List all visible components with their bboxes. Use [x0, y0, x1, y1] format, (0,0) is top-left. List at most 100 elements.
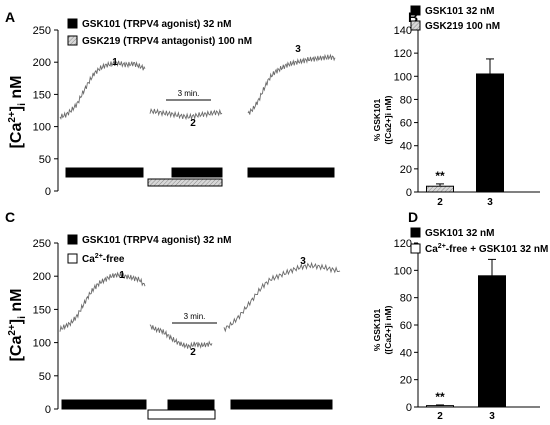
panel-a-ylabel-base: [Ca [8, 123, 25, 149]
panel-c-trace-1 [59, 271, 146, 332]
panel-c-letter: C [5, 209, 15, 225]
panel-d-ytick-label: 20 [400, 375, 412, 387]
panel-b-ytick-label: 20 [400, 164, 412, 176]
panel-a-trace-1 [59, 60, 146, 120]
panel-d-ytick-label: 120 [394, 238, 412, 250]
panel-a-legend-label: GSK101 (TRPV4 agonist) 32 nM [82, 19, 231, 30]
panel-c-trace-label-2: 2 [190, 347, 196, 358]
panel-c-scale-label: 3 min. [184, 312, 206, 321]
panel-b-ytick-label: 40 [400, 141, 412, 153]
panel-d-ytick-label: 100 [394, 265, 412, 277]
panel-c-ylabel-close: ] [8, 319, 25, 324]
panel-a-ytick-label: 150 [33, 89, 51, 101]
panel-b-bar-3 [476, 73, 504, 193]
panel-c-legend-label: GSK101 (TRPV4 agonist) 32 nM [82, 235, 231, 246]
panel-c-ytick-label: 50 [39, 371, 51, 383]
panel-c-trace-2 [149, 324, 213, 351]
panel-c-legend-swatch [67, 234, 78, 245]
panel-b-category-label: 2 [437, 197, 443, 208]
panel-a-ylabel-sub: i [17, 103, 28, 106]
panel-a-letter: A [5, 9, 15, 25]
panel-b-legend-swatch [410, 20, 421, 31]
panel-b-bar-2 [426, 185, 454, 193]
panel-d-ytick-label: 40 [400, 347, 412, 359]
panel-a-ylabel-unit: nM [8, 76, 25, 104]
panel-c-ytick-label: 0 [45, 404, 51, 416]
panel-a-trace-label-3: 3 [295, 44, 301, 55]
panel-b-ytick-label: 0 [406, 187, 412, 199]
panel-d-legend-swatch [410, 243, 421, 254]
panel-b-ylabel-2: ([Ca2+]i nM) [383, 95, 393, 144]
panel-a-trace-label-1: 1 [112, 57, 118, 68]
panel-c-trace-label-1: 1 [119, 270, 125, 281]
panel-b-ytick-label: 120 [394, 48, 412, 60]
panel-a-trace-3 [247, 53, 336, 115]
panel-c-ylabel: [Ca2+]i nM [7, 289, 28, 362]
panel-d-bar-3 [478, 275, 506, 408]
panel-c-legend-label-text: -free [103, 254, 125, 265]
panel-c-ytick-label: 100 [33, 338, 51, 350]
panel-a-treatment-bar [65, 167, 144, 178]
panel-a-legend-swatch [67, 18, 78, 29]
panel-c-ylabel-unit: nM [8, 289, 25, 317]
panel-a-ylabel-close: ] [8, 106, 25, 111]
panel-d-ylabel-2: ([Ca2+]i nM) [383, 305, 393, 354]
panel-c-ylabel-sup: 2+ [7, 324, 18, 336]
panel-b-ytick-label: 140 [394, 25, 412, 37]
panel-d-bar-2 [426, 405, 454, 408]
panel-d-ytick-label: 60 [400, 320, 412, 332]
panel-d-ytick-label: 0 [406, 402, 412, 414]
panel-c-ytick-label: 150 [33, 304, 51, 316]
panel-a-ytick-label: 50 [39, 154, 51, 166]
panel-c-ytick-label: 250 [33, 238, 51, 250]
panel-c-legend-label-sup: 2+ [95, 253, 103, 260]
panel-a-ytick-label: 250 [33, 25, 51, 37]
panel-c-treatment-bar [230, 399, 333, 410]
panel-c-legend-label: Ca2+-free [82, 253, 125, 265]
panel-a-ylabel-sup: 2+ [7, 111, 18, 123]
panel-d-category-label: 2 [437, 411, 443, 422]
panel-b-ytick-label: 80 [400, 94, 412, 106]
panel-c-treatment-bar [167, 399, 215, 410]
panel-b-legend-label: GSK219 100 nM [425, 21, 500, 32]
panel-b-ytick-label: 100 [394, 71, 412, 83]
panel-a-trace-label-2: 2 [190, 118, 196, 129]
panel-b-category-label: 3 [487, 197, 493, 208]
panel-a-legend-label: GSK219 (TRPV4 antagonist) 100 nM [82, 36, 252, 47]
panel-d-ylabel: % GSK101 [372, 308, 382, 351]
panel-d-legend-label-prefix: Ca [425, 244, 438, 255]
panel-a-treatment-bar [171, 167, 223, 178]
panel-d-legend-label-text: -free + GSK101 32 nM [446, 244, 549, 255]
panel-d-category-label: 3 [489, 411, 495, 422]
panel-b-significance: ** [435, 169, 445, 183]
panel-a-scale-label: 3 min. [178, 89, 200, 98]
panel-b-ytick-label: 60 [400, 118, 412, 130]
panel-a-treatment-bar [247, 167, 335, 178]
panel-c-ylabel-base: [Ca [8, 336, 25, 362]
panel-d-legend-swatch [410, 227, 421, 238]
panel-d-legend-label-sup: 2+ [438, 243, 446, 250]
panel-b-legend-label: GSK101 32 nM [425, 6, 494, 17]
panel-c-legend-swatch [67, 253, 78, 264]
panel-a-treatment-bar [147, 178, 223, 187]
panel-b-legend-swatch [410, 5, 421, 16]
panel-c-treatment-bar [147, 409, 216, 420]
panel-c-trace-label-3: 3 [300, 256, 306, 267]
panel-a-ytick-label: 200 [33, 57, 51, 69]
panel-a-ytick-label: 0 [45, 186, 51, 198]
panel-a-ylabel: [Ca2+]i nM [7, 76, 28, 149]
panel-a-trace-2 [149, 108, 223, 121]
panel-d-ytick-label: 80 [400, 293, 412, 305]
panel-d-significance: ** [435, 390, 445, 404]
panel-d-legend-label: GSK101 32 nM [425, 228, 494, 239]
panel-c-ylabel-sub: i [17, 316, 28, 319]
panel-c-legend-label-prefix: Ca [82, 254, 95, 265]
panel-d-letter: D [408, 209, 418, 225]
panel-b-letter: B [408, 9, 418, 25]
panel-c-treatment-bar [61, 399, 147, 410]
panel-b-ylabel: % GSK101 [372, 98, 382, 141]
panel-c-ytick-label: 200 [33, 271, 51, 283]
panel-a-legend-swatch [67, 35, 78, 46]
panel-c-trace-3 [223, 261, 341, 333]
